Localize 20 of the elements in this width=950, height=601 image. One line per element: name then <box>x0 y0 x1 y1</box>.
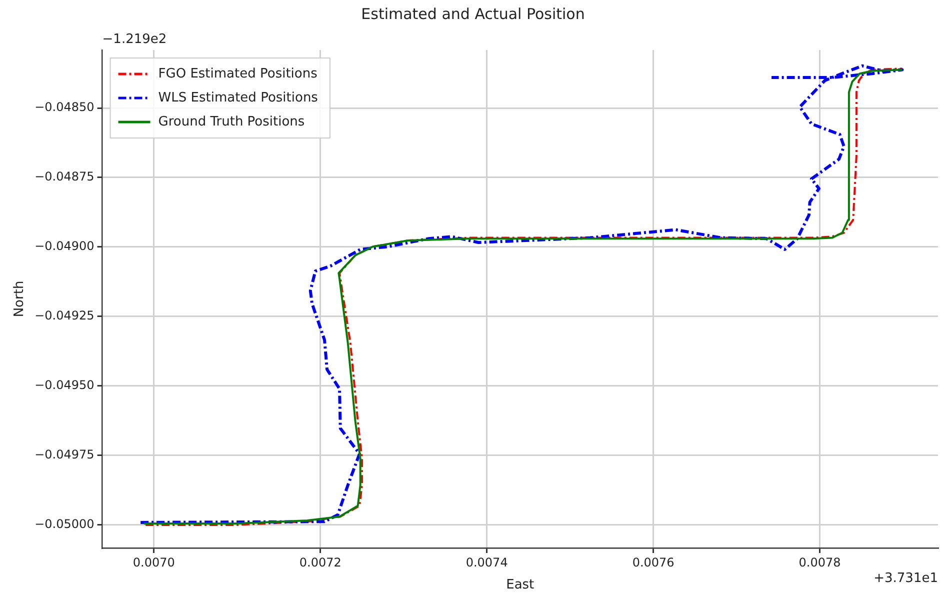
text: −1.219e2 <box>102 32 167 47</box>
x-tick-label: 0.0070 <box>132 555 175 570</box>
y-tick-label: −0.04975 <box>34 447 94 462</box>
x-tick-label: 0.0076 <box>632 555 674 570</box>
y-tick-label: −0.05000 <box>34 516 94 531</box>
legend-label: Ground Truth Positions <box>158 114 305 130</box>
x-tick-label: 0.0078 <box>798 555 841 570</box>
y-axis-title: North <box>12 280 28 318</box>
x-tick-label: 0.0074 <box>466 555 508 570</box>
legend-label: WLS Estimated Positions <box>158 90 318 106</box>
y-tick-label: −0.04850 <box>34 100 94 114</box>
x-axis-title: East <box>506 578 534 593</box>
y-tick-label: −0.04950 <box>34 378 94 392</box>
chart-title: Estimated and Actual Position <box>361 4 585 23</box>
y-tick-label: −0.04925 <box>34 308 94 322</box>
y-tick-label: −0.04875 <box>34 170 94 184</box>
x-tick-label: 0.0072 <box>299 555 342 570</box>
y-tick-label: −0.04900 <box>34 239 94 254</box>
text: +3.731e1 <box>874 570 938 586</box>
legend-label: FGO Estimated Positions <box>158 66 318 82</box>
